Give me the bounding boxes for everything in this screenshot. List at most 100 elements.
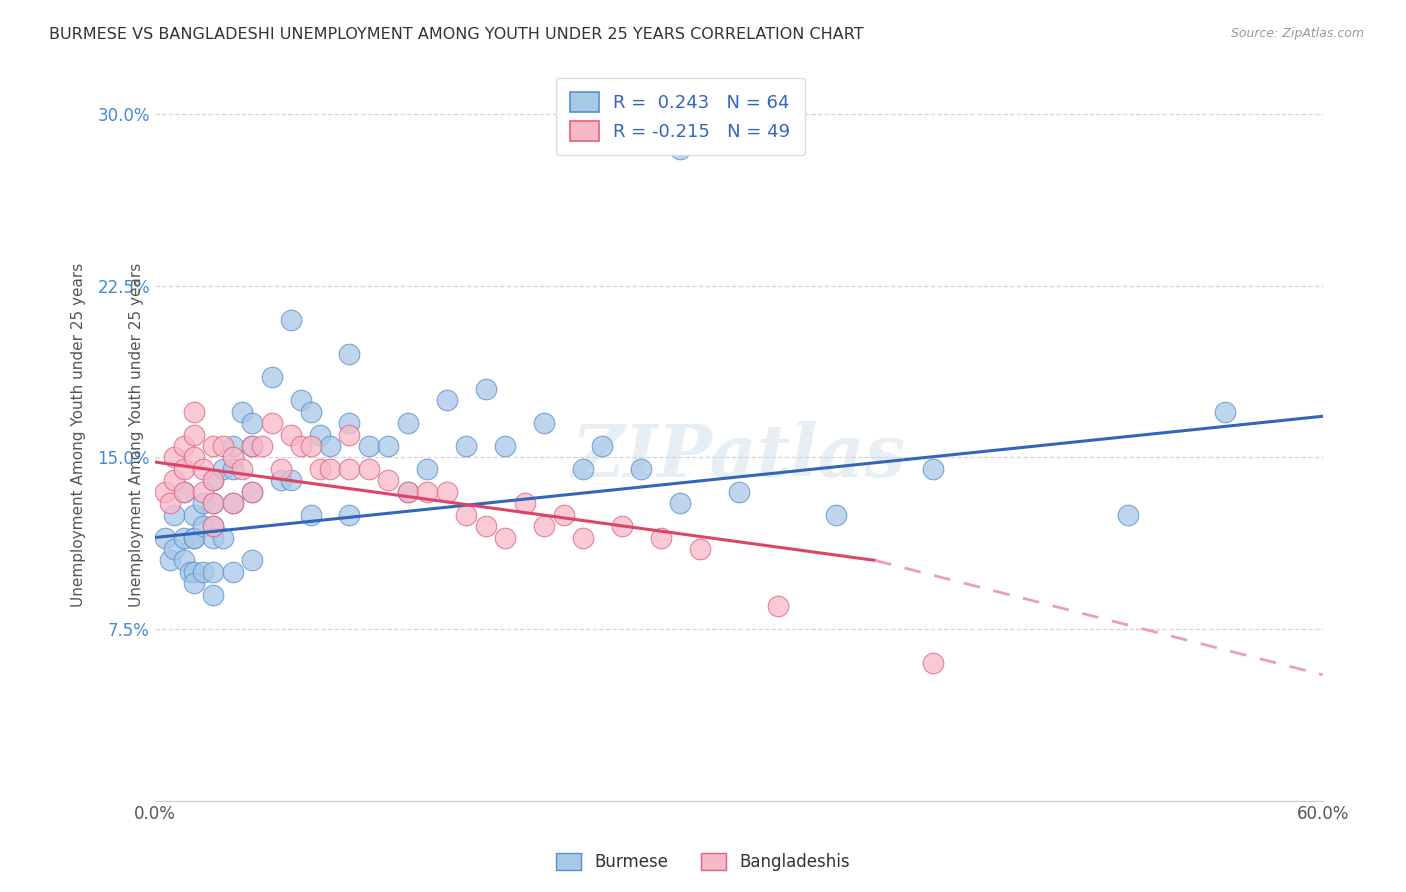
Point: [183, 405, 205, 419]
Point: [173, 484, 195, 499]
Point: [202, 519, 225, 533]
Point: [163, 450, 186, 465]
Point: [299, 508, 322, 522]
Point: [339, 416, 361, 430]
Point: [221, 439, 243, 453]
Point: [173, 484, 195, 499]
Point: [221, 496, 243, 510]
Point: [212, 462, 235, 476]
Point: [436, 393, 458, 408]
Point: [240, 416, 263, 430]
Point: [221, 496, 243, 510]
Point: [396, 416, 419, 430]
Point: [513, 496, 536, 510]
Point: [533, 416, 555, 430]
Point: [193, 519, 215, 533]
Point: [377, 473, 399, 487]
Point: [163, 473, 186, 487]
Point: [339, 508, 361, 522]
Point: [202, 496, 225, 510]
Point: [416, 484, 439, 499]
Point: [193, 565, 215, 579]
Point: [339, 462, 361, 476]
Point: [572, 531, 595, 545]
Point: [202, 519, 225, 533]
Point: [231, 462, 253, 476]
Point: [153, 484, 176, 499]
Point: [357, 439, 380, 453]
Point: [494, 531, 516, 545]
Point: [309, 427, 332, 442]
Text: ZIPatlas: ZIPatlas: [572, 421, 905, 492]
Point: [163, 508, 186, 522]
Point: [250, 439, 273, 453]
Point: [221, 462, 243, 476]
Point: [202, 473, 225, 487]
Point: [825, 508, 848, 522]
Point: [260, 416, 283, 430]
Point: [173, 462, 195, 476]
Point: [280, 313, 302, 327]
Point: [339, 347, 361, 361]
Point: [183, 427, 205, 442]
Point: [221, 450, 243, 465]
Point: [280, 427, 302, 442]
Point: [193, 496, 215, 510]
Point: [179, 565, 201, 579]
Point: [689, 541, 711, 556]
Point: [766, 599, 789, 614]
Point: [319, 439, 342, 453]
Point: [221, 565, 243, 579]
Point: [669, 142, 692, 156]
Point: [319, 462, 342, 476]
Point: [357, 462, 380, 476]
Point: [183, 450, 205, 465]
Point: [280, 473, 302, 487]
Point: [153, 531, 176, 545]
Point: [202, 496, 225, 510]
Point: [193, 484, 215, 499]
Point: [202, 473, 225, 487]
Point: [173, 439, 195, 453]
Point: [173, 553, 195, 567]
Point: [474, 519, 496, 533]
Point: [922, 657, 945, 671]
Point: [436, 484, 458, 499]
Point: [212, 439, 235, 453]
Point: [159, 553, 181, 567]
Point: [416, 462, 439, 476]
Point: [202, 439, 225, 453]
Point: [572, 462, 595, 476]
Point: [260, 370, 283, 384]
Point: [494, 439, 516, 453]
Point: [922, 462, 945, 476]
Point: [377, 439, 399, 453]
Point: [290, 393, 312, 408]
Point: [456, 508, 478, 522]
Point: [610, 519, 633, 533]
Point: [183, 508, 205, 522]
Point: [396, 484, 419, 499]
Point: [240, 439, 263, 453]
Point: [159, 496, 181, 510]
Point: [183, 531, 205, 545]
Text: Source: ZipAtlas.com: Source: ZipAtlas.com: [1230, 27, 1364, 40]
Point: [456, 439, 478, 453]
Y-axis label: Unemployment Among Youth under 25 years: Unemployment Among Youth under 25 years: [72, 262, 86, 607]
Y-axis label: Unemployment Among Youth under 25 years: Unemployment Among Youth under 25 years: [129, 262, 143, 607]
Point: [553, 508, 575, 522]
Point: [173, 531, 195, 545]
Legend: Burmese, Bangladeshis: Burmese, Bangladeshis: [547, 845, 859, 880]
Point: [183, 531, 205, 545]
Point: [193, 462, 215, 476]
Point: [183, 576, 205, 591]
Point: [1213, 405, 1236, 419]
Point: [630, 462, 652, 476]
Point: [474, 382, 496, 396]
Point: [240, 439, 263, 453]
Point: [212, 531, 235, 545]
Point: [650, 531, 672, 545]
Point: [240, 553, 263, 567]
Text: BURMESE VS BANGLADESHI UNEMPLOYMENT AMONG YOUTH UNDER 25 YEARS CORRELATION CHART: BURMESE VS BANGLADESHI UNEMPLOYMENT AMON…: [49, 27, 863, 42]
Point: [240, 484, 263, 499]
